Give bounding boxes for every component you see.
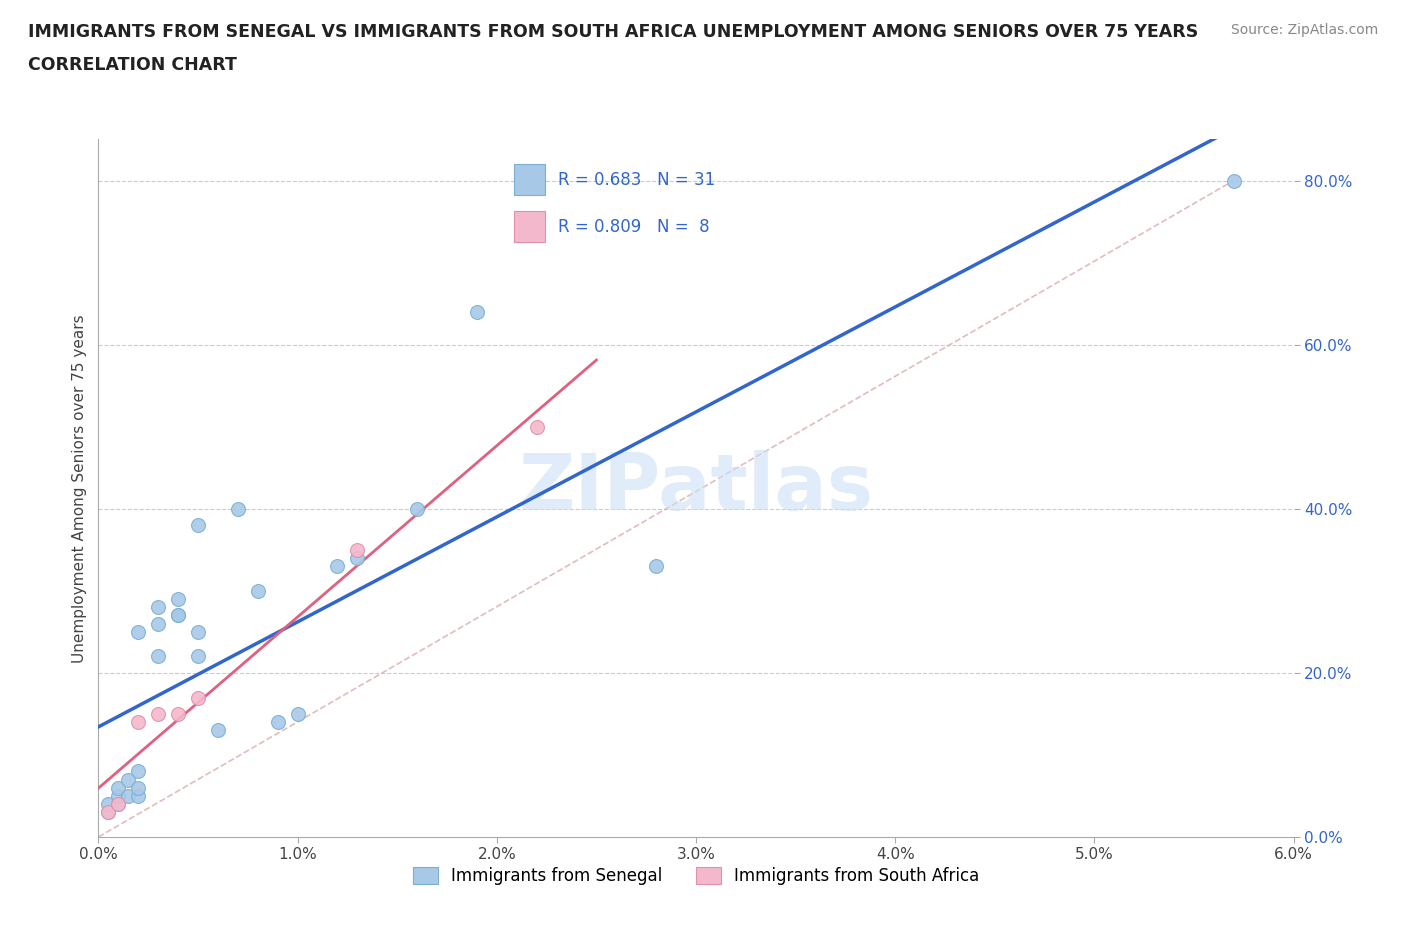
Point — [127, 714, 149, 729]
Text: ZIPatlas: ZIPatlas — [519, 450, 873, 526]
Point — [97, 805, 120, 820]
Point — [465, 304, 488, 319]
Point — [117, 789, 139, 804]
Legend: Immigrants from Senegal, Immigrants from South Africa: Immigrants from Senegal, Immigrants from… — [406, 860, 986, 892]
Point — [148, 649, 170, 664]
Point — [148, 600, 170, 615]
Point — [187, 518, 209, 533]
Point — [187, 624, 209, 639]
Point — [406, 501, 429, 516]
Y-axis label: Unemployment Among Seniors over 75 years: Unemployment Among Seniors over 75 years — [72, 314, 87, 662]
Point — [148, 617, 170, 631]
Point — [267, 714, 290, 729]
Point — [167, 707, 190, 722]
Point — [645, 559, 668, 574]
Point — [127, 789, 149, 804]
Point — [117, 772, 139, 787]
Point — [107, 797, 129, 812]
Point — [1223, 173, 1246, 188]
Point — [167, 608, 190, 623]
Text: Source: ZipAtlas.com: Source: ZipAtlas.com — [1230, 23, 1378, 37]
Point — [148, 707, 170, 722]
Point — [127, 624, 149, 639]
Point — [127, 780, 149, 795]
Point — [107, 797, 129, 812]
Point — [287, 707, 309, 722]
Point — [107, 780, 129, 795]
Point — [187, 649, 209, 664]
Point — [246, 583, 269, 598]
Text: IMMIGRANTS FROM SENEGAL VS IMMIGRANTS FROM SOUTH AFRICA UNEMPLOYMENT AMONG SENIO: IMMIGRANTS FROM SENEGAL VS IMMIGRANTS FR… — [28, 23, 1198, 41]
Point — [107, 789, 129, 804]
Point — [346, 551, 368, 565]
Point — [167, 608, 190, 623]
Point — [187, 690, 209, 705]
Point — [526, 419, 548, 434]
Point — [97, 797, 120, 812]
Text: CORRELATION CHART: CORRELATION CHART — [28, 56, 238, 73]
Point — [127, 764, 149, 778]
Point — [326, 559, 349, 574]
Point — [207, 723, 229, 737]
Point — [346, 542, 368, 557]
Point — [167, 591, 190, 606]
Point — [226, 501, 249, 516]
Point — [97, 805, 120, 820]
